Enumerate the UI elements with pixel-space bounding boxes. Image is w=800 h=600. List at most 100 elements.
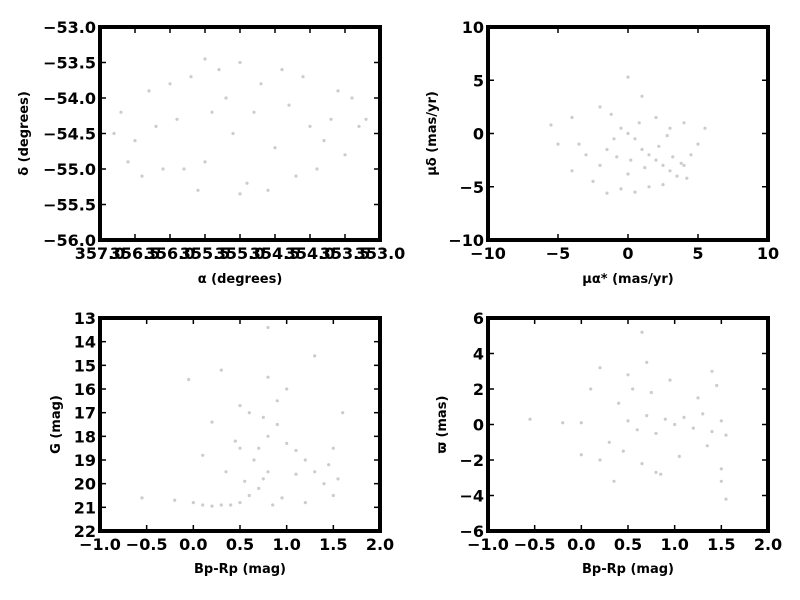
data-point	[303, 458, 307, 462]
data-point	[294, 472, 298, 476]
data-point	[556, 142, 560, 146]
data-point	[140, 496, 144, 500]
y-tick-label: −55.5	[43, 196, 96, 215]
y-tick-label: −4	[459, 487, 484, 506]
data-point	[201, 453, 205, 457]
data-point	[112, 131, 116, 136]
data-point	[598, 366, 602, 370]
data-point	[724, 433, 728, 437]
data-point	[343, 153, 347, 157]
data-point	[647, 153, 651, 157]
sky-position-panel: 357.0356.5356.0355.5355.0354.5354.0353.5…	[17, 18, 405, 287]
data-point	[336, 477, 340, 481]
data-point	[247, 411, 251, 415]
data-point	[210, 110, 214, 114]
data-point	[633, 137, 637, 141]
data-point	[598, 458, 602, 462]
x-tick-label: 1.0	[660, 535, 688, 554]
data-point	[659, 472, 663, 476]
y-tick-label: 13	[74, 309, 96, 328]
x-tick-label: −0.5	[514, 535, 556, 554]
data-point	[294, 448, 298, 453]
y-tick-label: 17	[74, 404, 96, 423]
x-tick-label: 356.0	[145, 244, 196, 263]
data-point	[719, 467, 723, 471]
data-point	[640, 147, 644, 152]
data-point	[313, 354, 317, 358]
x-axis-label: α (degrees)	[198, 272, 283, 287]
y-tick-label: −53.0	[43, 18, 96, 37]
data-point	[570, 115, 574, 120]
data-point	[219, 503, 223, 507]
x-tick-label: −0.5	[126, 535, 168, 554]
data-point	[654, 470, 658, 474]
x-axis-label: μα* (mas/yr)	[582, 272, 673, 287]
x-tick-label: −1.0	[467, 535, 509, 554]
data-point	[247, 493, 251, 498]
y-tick-label: 18	[74, 427, 96, 446]
sky-axes-frame	[98, 25, 382, 242]
parallax-color-panel: −1.0 −0.5 0.0 0.5 1.0 1.5 2.0 −6 −4 −2 0 2 4 6 Bp-Rp (…	[435, 309, 782, 577]
y-tick-label: 16	[74, 380, 96, 399]
data-point	[703, 126, 707, 130]
data-point	[322, 139, 326, 143]
data-point	[266, 188, 270, 192]
x-axis-label: Bp-Rp (mag)	[194, 562, 286, 577]
x-axis-label: Bp-Rp (mag)	[582, 562, 674, 577]
data-point	[161, 167, 165, 171]
x-tick-label: 1.5	[319, 535, 347, 554]
data-point	[647, 185, 651, 189]
data-point	[201, 503, 205, 507]
data-point	[696, 396, 700, 400]
data-point	[696, 142, 700, 146]
x-tick-label: 354.5	[250, 244, 301, 263]
data-point	[266, 325, 270, 330]
data-point	[605, 147, 609, 152]
data-point	[266, 434, 270, 438]
data-point	[257, 486, 261, 490]
data-point	[682, 163, 686, 167]
sky-points	[112, 57, 368, 196]
pm-points	[549, 75, 707, 195]
data-point	[238, 60, 242, 65]
x-tick-label: 1.0	[272, 535, 300, 554]
y-axis-label: ϖ (mas)	[435, 396, 450, 454]
data-point	[654, 158, 658, 162]
data-point	[341, 411, 345, 415]
data-point	[173, 498, 177, 502]
data-point	[271, 503, 275, 507]
proper-motion-panel: −10 −5 0 5 10 −10 −5 0 5 10 μα* (mas/yr) μδ (mas/yr…	[425, 18, 779, 287]
data-point	[673, 422, 677, 427]
data-point	[322, 482, 326, 486]
data-point	[140, 174, 144, 178]
data-point	[238, 404, 242, 408]
data-point	[609, 112, 613, 116]
data-point	[640, 330, 644, 334]
data-point	[266, 470, 270, 474]
color-magnitude-panel: −1.0 −0.5 0.0 0.5 1.0 1.5 2.0 22 21 20 19 18 17 16 15 1…	[49, 309, 394, 577]
data-point	[633, 190, 637, 194]
data-point	[661, 163, 665, 167]
data-point	[182, 167, 186, 171]
data-point	[224, 470, 228, 474]
data-point	[612, 137, 616, 141]
data-point	[637, 121, 641, 125]
data-point	[287, 103, 291, 107]
data-point	[626, 373, 630, 377]
x-tick-label: 0.0	[567, 535, 595, 554]
data-point	[238, 501, 242, 505]
data-point	[710, 369, 714, 373]
x-tick-label: 10	[757, 244, 779, 263]
data-point	[233, 439, 237, 443]
data-point	[654, 431, 658, 435]
data-point	[280, 68, 284, 72]
y-tick-label: 19	[74, 451, 96, 470]
data-point	[119, 110, 123, 114]
data-point	[589, 387, 593, 391]
y-tick-label: −56.0	[43, 231, 96, 250]
y-tick-label: −55.0	[43, 160, 96, 179]
y-tick-label: 4	[473, 345, 484, 364]
plx-points	[528, 330, 728, 501]
data-point	[231, 131, 235, 136]
data-point	[724, 497, 728, 501]
